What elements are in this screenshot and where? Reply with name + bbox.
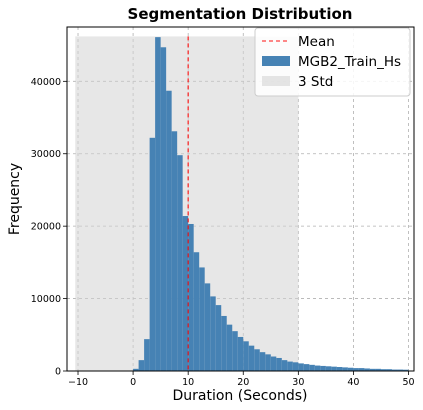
y-tick-label: 30000	[31, 149, 61, 160]
histogram-bar	[369, 368, 376, 371]
histogram-bar	[188, 223, 194, 371]
legend-mean-label: Mean	[298, 34, 335, 50]
histogram-bar	[133, 368, 139, 371]
histogram-bar	[144, 339, 150, 371]
histogram-bar	[171, 131, 178, 371]
histogram-bar	[265, 354, 271, 371]
x-tick-label: 20	[237, 377, 249, 388]
histogram-bar	[166, 90, 172, 371]
histogram-bar	[309, 364, 315, 371]
y-axis-label: Frequency	[7, 163, 23, 235]
x-axis-label: Duration (Seconds)	[173, 388, 308, 404]
x-tick-label: −10	[68, 377, 88, 388]
histogram-bar	[232, 331, 238, 371]
histogram-bar	[226, 324, 233, 371]
histogram-bar	[347, 367, 354, 371]
histogram-bar	[320, 365, 326, 371]
histogram-bar	[375, 368, 381, 371]
histogram-bar	[221, 315, 227, 371]
histogram-bar	[243, 341, 249, 371]
histogram-bar	[325, 366, 332, 371]
histogram-bar	[215, 305, 222, 371]
y-tick-label: 0	[55, 367, 61, 378]
histogram-bar	[248, 345, 255, 371]
histogram-bar	[199, 267, 205, 371]
x-tick-label: 0	[130, 377, 136, 388]
legend-hist-swatch	[262, 56, 290, 66]
histogram-bar	[402, 369, 409, 371]
histogram-bar	[210, 296, 216, 371]
histogram-bar	[298, 363, 304, 371]
legend-hist-label: MGB2_Train_Hs	[298, 54, 401, 70]
histogram-bar	[182, 216, 189, 371]
histogram-bar	[287, 361, 293, 371]
legend-box	[254, 27, 411, 97]
legend-std-swatch	[262, 76, 290, 86]
histogram-bar	[155, 37, 161, 371]
y-tick-label: 40000	[31, 77, 61, 88]
histogram-bar	[138, 360, 145, 371]
histogram-bar	[292, 362, 299, 371]
histogram-bar	[270, 356, 277, 371]
histogram-bar	[397, 369, 403, 371]
histogram-bar	[342, 367, 348, 371]
y-axis-ticks: 0 10000 20000 30000 40000	[31, 77, 67, 378]
histogram-bar	[160, 47, 167, 371]
histogram-bar	[364, 368, 370, 371]
histogram-bar	[177, 155, 183, 371]
legend-std-label: 3 Std	[298, 74, 333, 90]
histogram-bar	[254, 349, 260, 371]
x-tick-label: 50	[402, 377, 414, 388]
plot-frame	[66, 26, 415, 372]
histogram-bar	[386, 369, 392, 371]
histogram-bar	[193, 252, 200, 371]
histogram-bar	[314, 365, 321, 371]
legend: Mean MGB2_Train_Hs 3 Std	[254, 27, 411, 97]
histogram-bar	[237, 336, 244, 371]
histogram-bar	[353, 368, 359, 371]
histogram-bar	[276, 357, 282, 371]
x-tick-label: 30	[292, 377, 304, 388]
histogram-bar	[331, 366, 337, 371]
x-tick-label: 10	[182, 377, 194, 388]
histogram-bar	[358, 368, 365, 371]
histogram-bar	[336, 367, 343, 371]
y-tick-label: 10000	[31, 294, 61, 305]
histogram-bar	[204, 283, 211, 371]
histogram-bar	[259, 352, 266, 371]
histogram-bars	[133, 37, 409, 371]
histogram-bar	[149, 137, 156, 371]
y-tick-label: 20000	[31, 222, 61, 233]
x-axis-ticks: −10 0 10 20 30 40 50	[68, 371, 415, 388]
chart-title: Segmentation Distribution	[128, 5, 353, 23]
histogram-bar	[380, 369, 387, 371]
histogram-bar	[303, 364, 310, 371]
histogram-bar	[281, 360, 288, 371]
histogram-bar	[391, 369, 398, 371]
x-tick-label: 40	[347, 377, 359, 388]
